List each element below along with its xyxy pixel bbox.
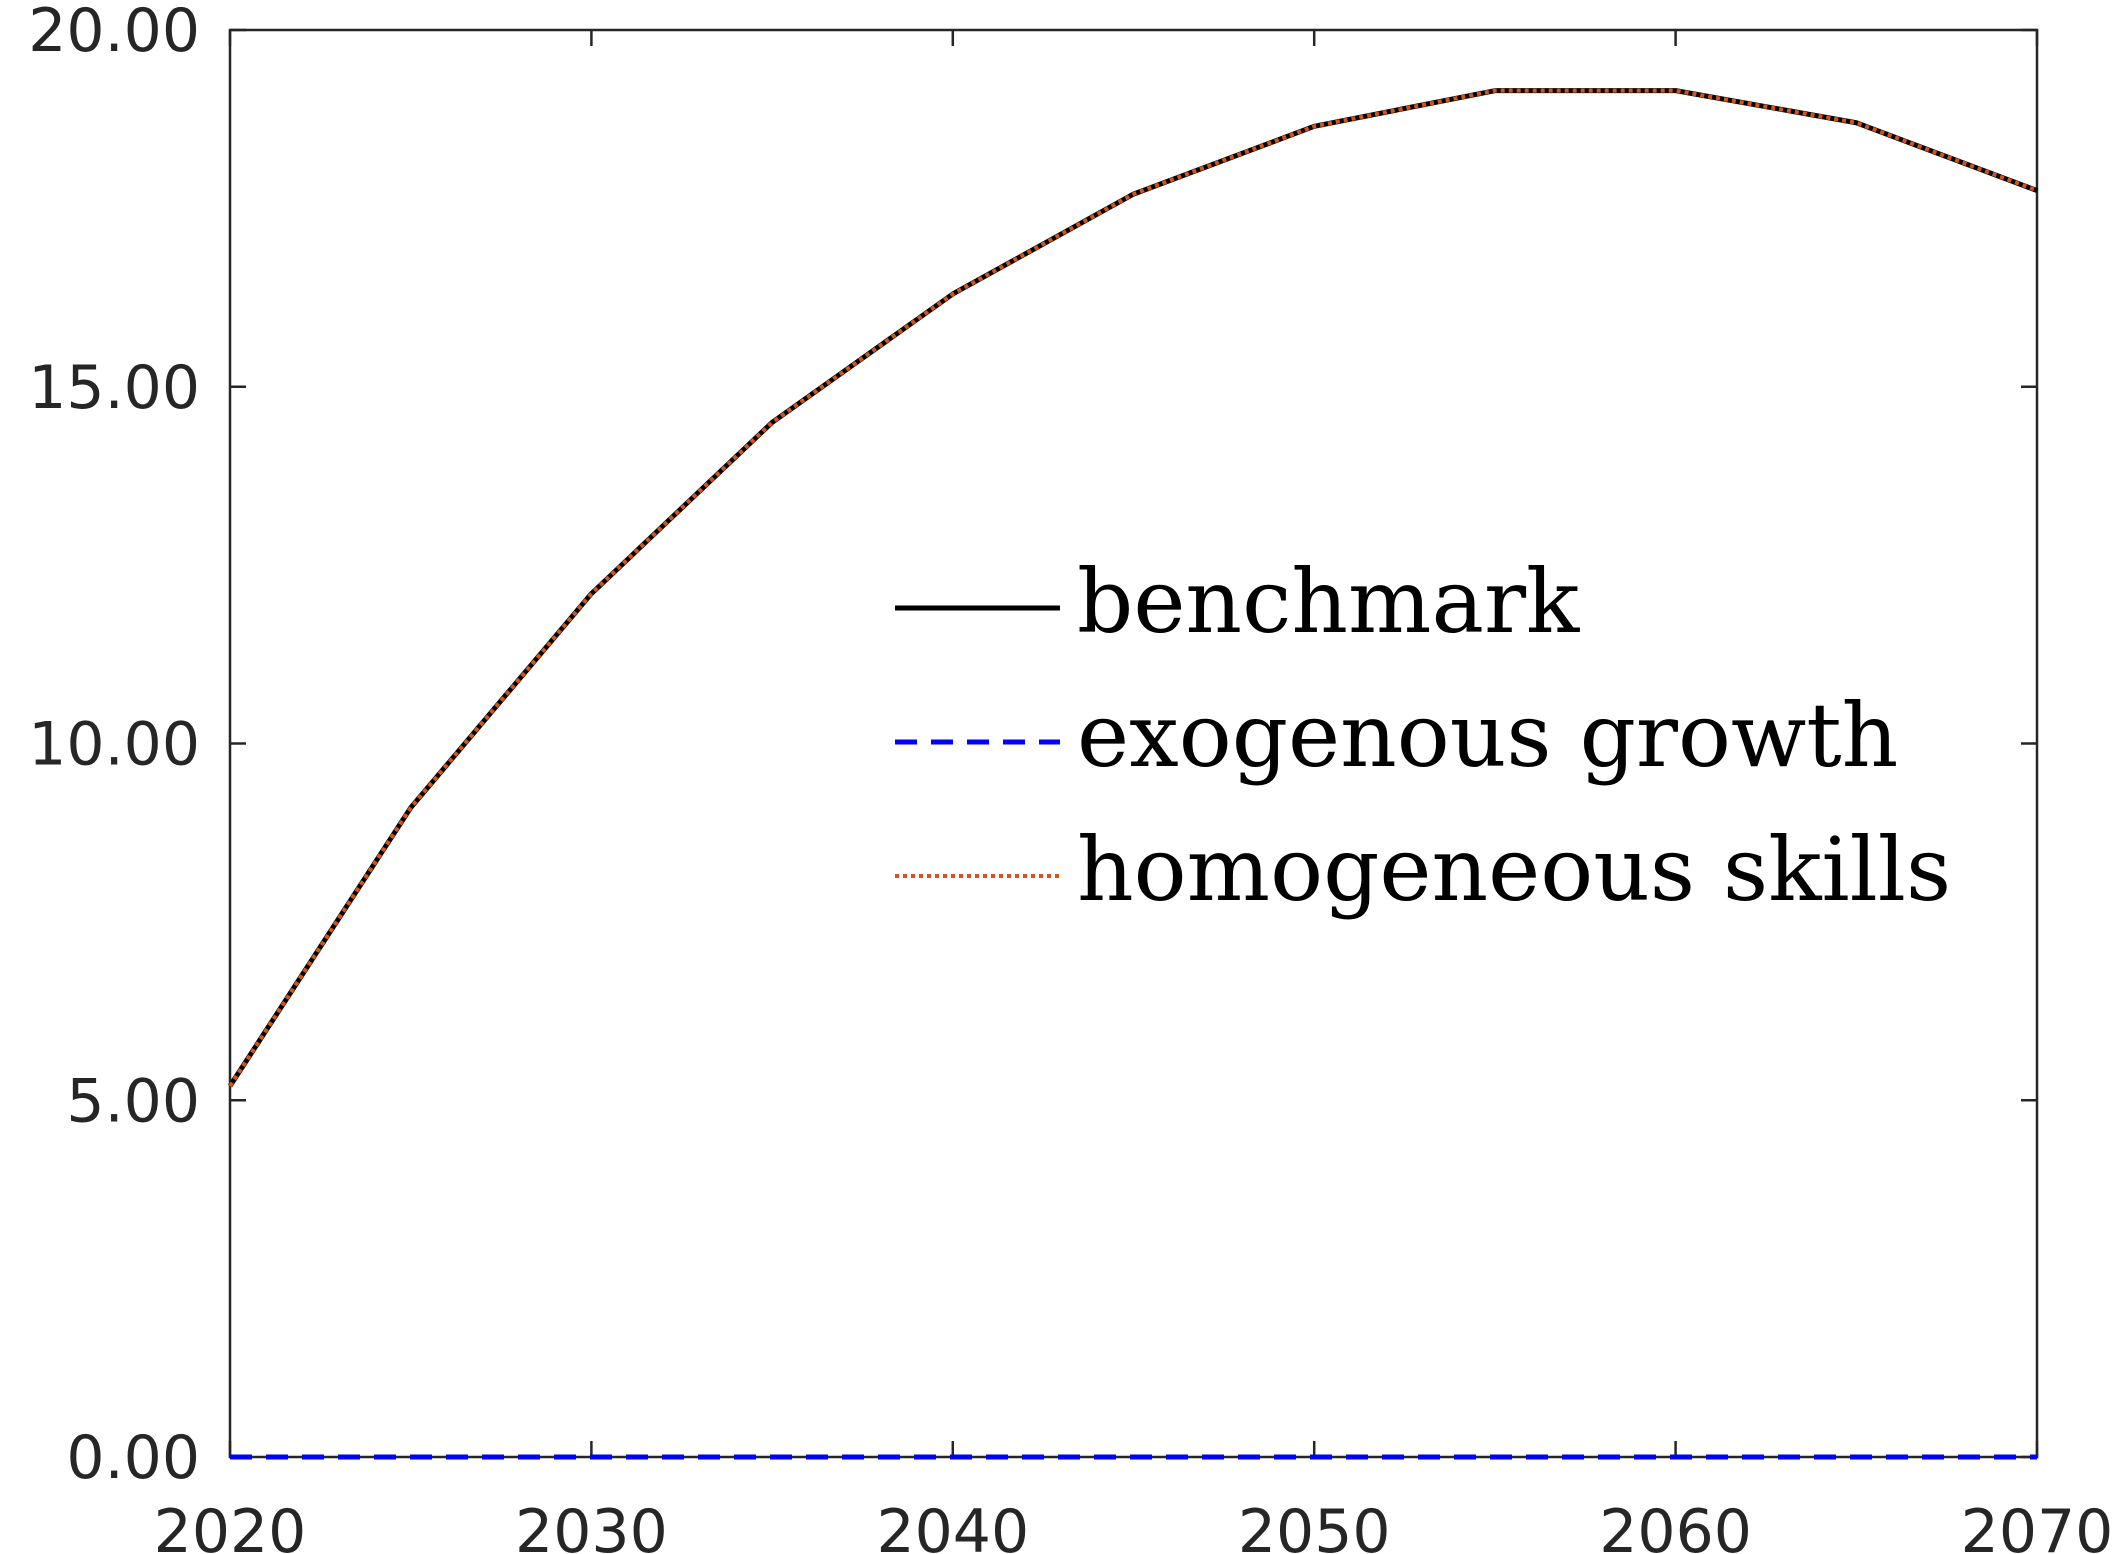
x-tick-label: 2070 [1961, 1497, 2114, 1554]
x-tick-label: 2050 [1238, 1497, 1391, 1554]
legend: benchmark exogenous growth homogeneous ski… [895, 550, 1951, 921]
legend-label-benchmark: benchmark [1077, 550, 1580, 653]
legend-label-exogenous-growth: exogenous growth [1077, 684, 1898, 787]
series-lines [227, 88, 2038, 1460]
x-tick-label: 2040 [876, 1497, 1029, 1554]
legend-label-homogeneous-skills: homogeneous skills [1077, 818, 1951, 921]
x-tick-label: 2030 [515, 1497, 668, 1554]
x-tick-label: 2020 [154, 1497, 307, 1554]
axis-ticks: 2020 2030 2040 2050 2060 2070 0.00 5.00 10.00 15.… [28, 0, 2113, 1554]
y-tick-label: 5.00 [66, 1066, 200, 1136]
x-tick-label: 2060 [1599, 1497, 1752, 1554]
y-tick-label: 15.00 [28, 353, 200, 423]
y-tick-label: 20.00 [28, 0, 200, 66]
series-line-homogeneous-skills [228, 88, 2038, 1088]
y-tick-label: 10.00 [28, 710, 200, 780]
y-tick-label: 0.00 [66, 1423, 200, 1493]
